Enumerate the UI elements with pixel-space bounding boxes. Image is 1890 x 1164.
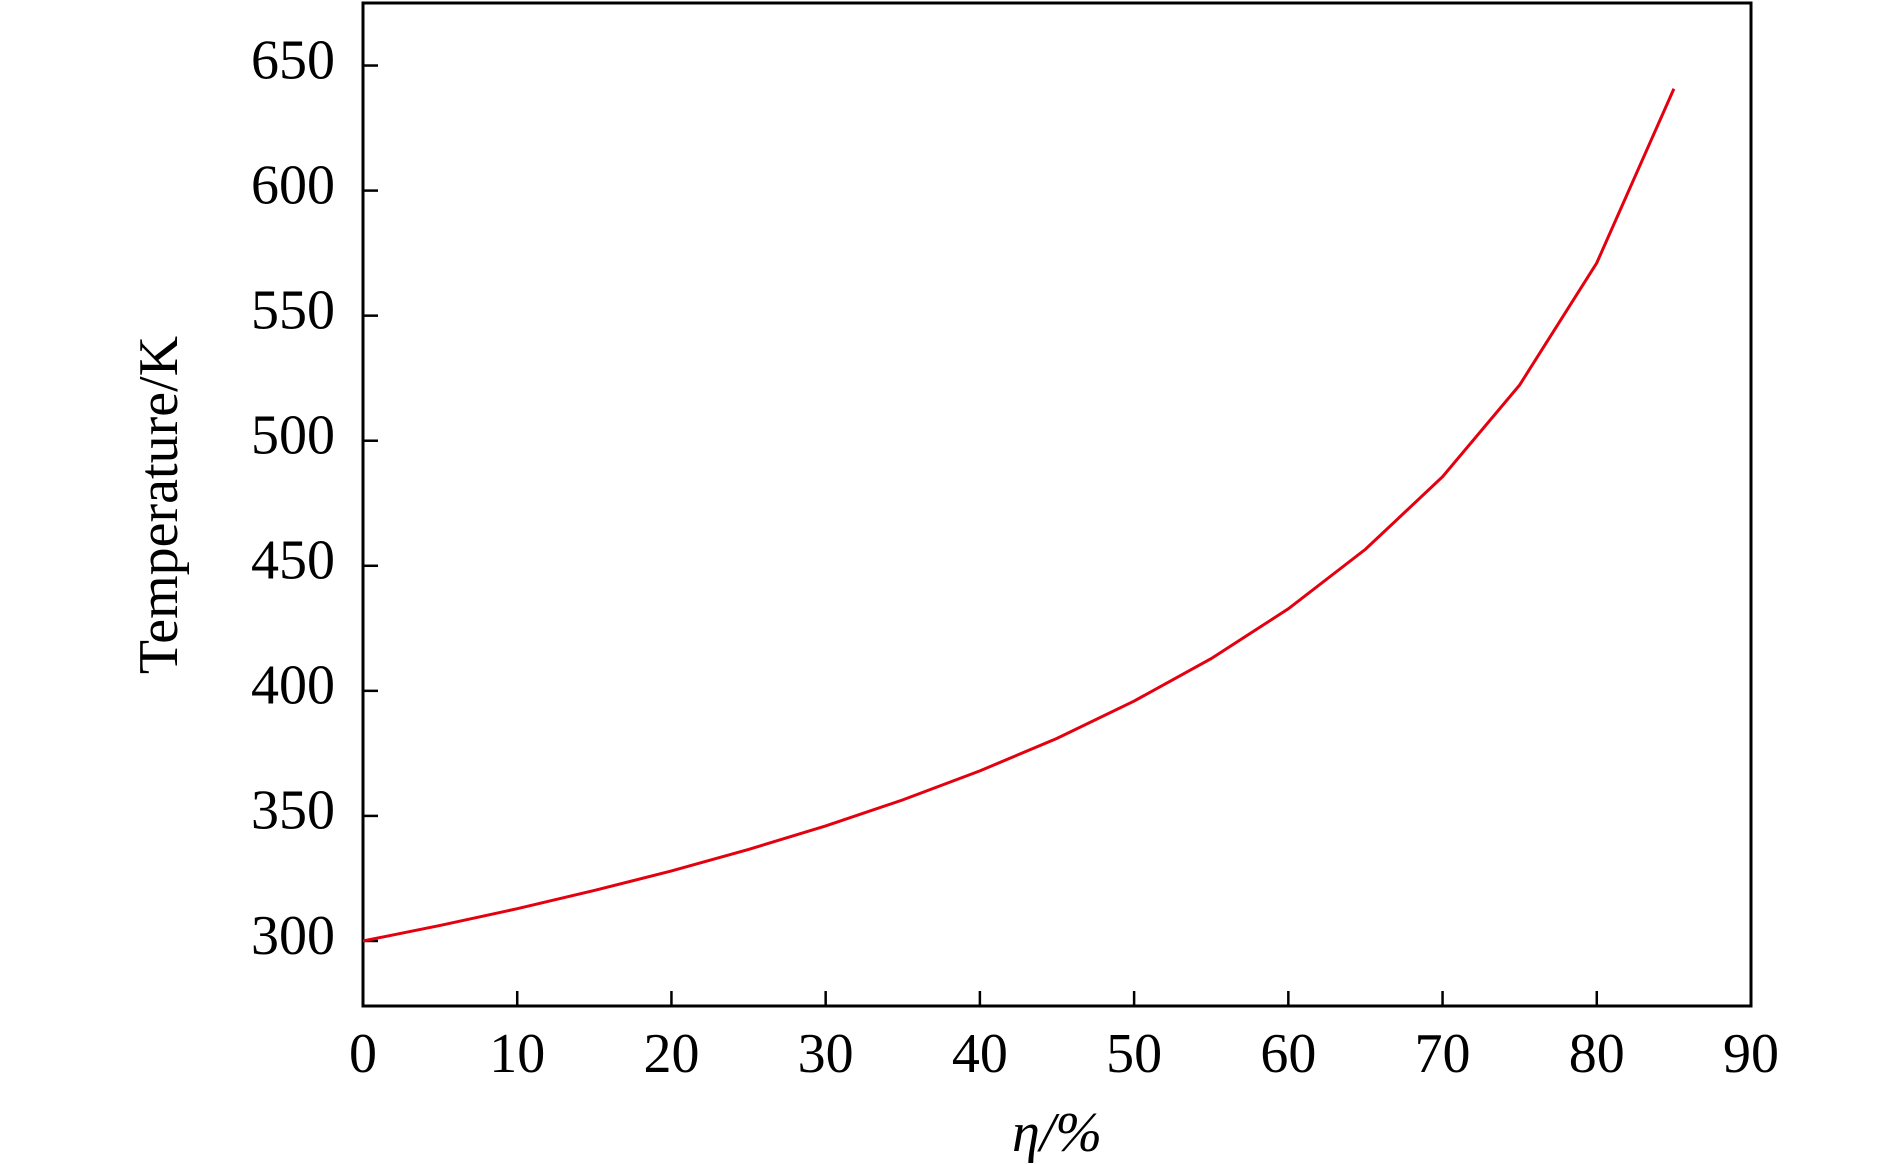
y-tick-label: 400	[251, 655, 335, 717]
x-tick-label: 70	[1415, 1023, 1471, 1085]
x-tick-label: 0	[349, 1023, 377, 1085]
x-tick-label: 40	[952, 1023, 1008, 1085]
data-line	[362, 88, 1676, 943]
y-tick-label: 300	[251, 905, 335, 967]
y-tick-label: 350	[251, 780, 335, 842]
y-tick-label: 550	[251, 279, 335, 341]
x-tick-label: 10	[489, 1023, 545, 1085]
x-tick-label: 80	[1569, 1023, 1625, 1085]
x-tick-label: 60	[1260, 1023, 1316, 1085]
y-tick-label: 500	[251, 405, 335, 467]
x-tick-label: 90	[1723, 1023, 1779, 1085]
x-tick-label: 20	[643, 1023, 699, 1085]
y-tick-label: 650	[251, 29, 335, 91]
plot-frame	[361, 1, 1753, 1008]
x-tick-label: 50	[1106, 1023, 1162, 1085]
x-axis-label: η/%	[1012, 1102, 1102, 1164]
y-tick-label: 450	[251, 530, 335, 592]
y-tick-label: 600	[251, 154, 335, 216]
y-axis-label: Temperature/K	[128, 336, 190, 674]
x-tick-label: 30	[798, 1023, 854, 1085]
